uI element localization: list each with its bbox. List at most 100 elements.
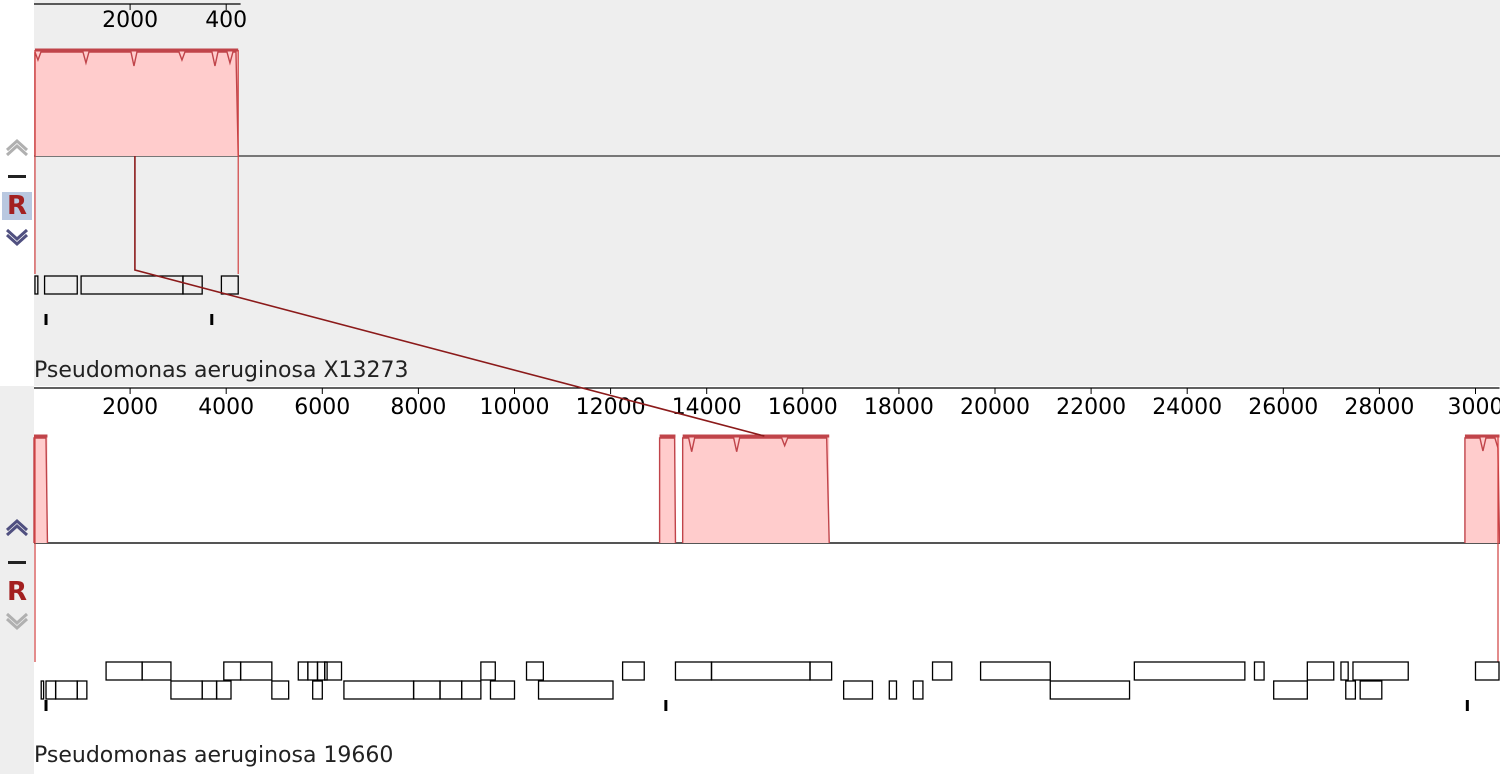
ruler-tick-label: 24000: [1152, 395, 1222, 420]
reference-label: R: [6, 577, 28, 607]
gene-feature[interactable]: [412, 680, 441, 700]
gene-feature[interactable]: [979, 661, 1051, 681]
ruler-tick-label: 400: [205, 8, 247, 33]
panel-1-move-down-button[interactable]: [2, 224, 32, 252]
panel-1-collapse-button[interactable]: [2, 164, 32, 188]
panel-2-move-down-button[interactable]: [2, 608, 32, 636]
minus-icon: [8, 561, 26, 564]
contig-marker: [44, 314, 48, 325]
gene-feature[interactable]: [1306, 661, 1335, 681]
gene-feature[interactable]: [1049, 680, 1131, 700]
gene-feature[interactable]: [1474, 661, 1500, 681]
panel-2-gutter: [0, 386, 34, 774]
gene-feature[interactable]: [40, 680, 45, 700]
gene-feature[interactable]: [525, 661, 544, 681]
gene-feature[interactable]: [239, 661, 273, 681]
panel-2-collapse-button[interactable]: [2, 550, 32, 574]
gene-feature[interactable]: [1253, 661, 1265, 681]
lcb-block[interactable]: [34, 436, 48, 543]
lcb-profile: [33, 437, 49, 544]
panel-1-move-up-button[interactable]: [2, 132, 32, 160]
gene-feature[interactable]: [460, 680, 482, 700]
ruler-tick-label: 4000: [198, 395, 254, 420]
sequence-panel-2: R Pseudomonas aeruginosa 19660: [0, 386, 1500, 774]
gene-feature[interactable]: [34, 275, 39, 295]
gene-feature[interactable]: [324, 661, 343, 681]
ruler-tick-label: 12000: [576, 395, 646, 420]
panel-1-reference-button[interactable]: R: [2, 192, 32, 220]
gene-feature[interactable]: [1133, 661, 1246, 681]
gene-feature[interactable]: [1359, 680, 1383, 700]
ruler-tick-label: 8000: [390, 395, 446, 420]
gene-feature[interactable]: [215, 680, 232, 700]
gene-feature[interactable]: [842, 680, 874, 700]
gene-feature[interactable]: [45, 680, 57, 700]
gene-feature[interactable]: [182, 275, 203, 295]
gene-feature[interactable]: [343, 680, 415, 700]
gene-feature[interactable]: [489, 680, 516, 700]
panel-2-reference-button[interactable]: R: [2, 578, 32, 606]
gene-feature[interactable]: [710, 661, 811, 681]
gene-feature[interactable]: [480, 661, 496, 681]
gene-feature[interactable]: [809, 661, 833, 681]
ruler-tick-label: 3000: [1448, 395, 1500, 420]
lcb-block[interactable]: [34, 50, 239, 156]
ruler-tick-label: 2000: [102, 395, 158, 420]
gene-feature[interactable]: [537, 680, 614, 700]
chevron-up-icon: [5, 518, 29, 537]
ruler-tick-label: 18000: [864, 395, 934, 420]
gene-feature[interactable]: [201, 680, 218, 700]
ruler-tick-label: 10000: [480, 395, 550, 420]
chevron-down-icon: [5, 228, 29, 247]
lcb-profile: [681, 437, 830, 544]
lcb-block[interactable]: [1464, 436, 1500, 543]
contig-marker: [1465, 700, 1469, 711]
lcb-profile: [34, 51, 239, 157]
gene-feature[interactable]: [105, 661, 143, 681]
panel-2-sequence-name: Pseudomonas aeruginosa 19660: [34, 743, 394, 768]
contig-marker: [210, 314, 214, 325]
gene-feature[interactable]: [1345, 680, 1357, 700]
ruler-tick-label: 26000: [1248, 395, 1318, 420]
homology-connector: [134, 156, 765, 437]
reference-label: R: [6, 191, 28, 221]
lcb-block[interactable]: [659, 436, 676, 543]
minus-icon: [8, 175, 26, 178]
panel-2-move-up-button[interactable]: [2, 518, 32, 546]
lcb-block[interactable]: [682, 436, 830, 543]
gene-feature[interactable]: [674, 661, 713, 681]
gene-feature[interactable]: [297, 661, 309, 681]
gene-feature[interactable]: [1340, 661, 1349, 681]
gene-feature[interactable]: [271, 680, 290, 700]
gene-feature[interactable]: [43, 275, 78, 295]
gene-feature[interactable]: [1273, 680, 1308, 700]
gene-feature[interactable]: [307, 661, 319, 681]
gene-feature[interactable]: [76, 680, 88, 700]
ruler-tick-label: 6000: [294, 395, 350, 420]
gene-feature[interactable]: [912, 680, 924, 700]
gene-feature[interactable]: [888, 680, 898, 700]
contig-marker: [44, 700, 48, 711]
ruler-tick-label: 28000: [1344, 395, 1414, 420]
gene-feature[interactable]: [141, 661, 172, 681]
ruler-tick-label: 14000: [672, 395, 742, 420]
gene-feature[interactable]: [223, 661, 242, 681]
ruler-tick-label: 2000: [102, 8, 158, 33]
ruler-tick-label: 20000: [960, 395, 1030, 420]
gene-feature[interactable]: [170, 680, 203, 700]
gene-feature[interactable]: [312, 680, 323, 700]
gene-feature[interactable]: [54, 680, 78, 700]
gene-feature[interactable]: [316, 661, 326, 681]
gene-feature[interactable]: [439, 680, 463, 700]
panel-1-sequence-name: Pseudomonas aeruginosa X13273: [34, 358, 409, 383]
ruler-tick-label: 22000: [1056, 395, 1126, 420]
lcb-profile: [658, 437, 677, 544]
sequence-panel-1: R Pseudomonas aeruginosa X13273: [0, 0, 1500, 386]
gene-feature[interactable]: [621, 661, 645, 681]
gene-feature[interactable]: [931, 661, 953, 681]
chevron-down-icon: [5, 612, 29, 631]
gene-feature[interactable]: [1352, 661, 1409, 681]
lcb-profile: [1464, 437, 1500, 544]
gene-feature[interactable]: [220, 275, 239, 295]
